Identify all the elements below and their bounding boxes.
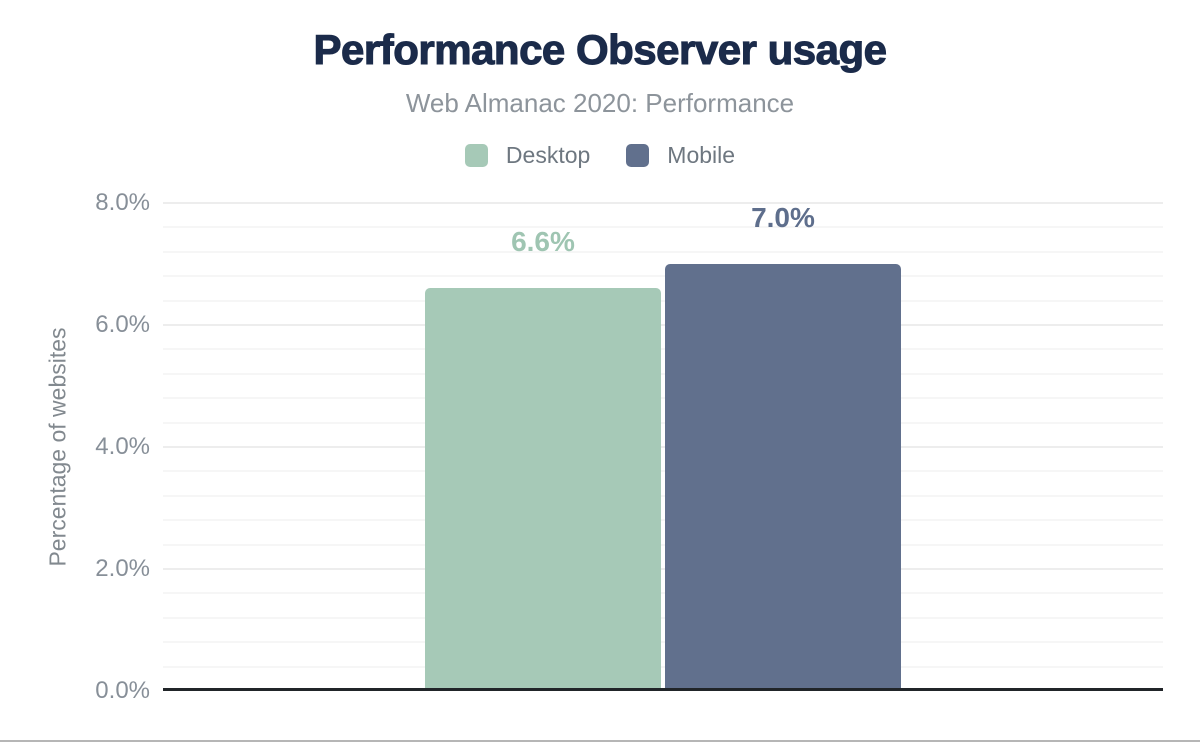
bar-value-label-desktop: 6.6%: [511, 226, 575, 258]
chart-title: Performance Observer usage: [313, 25, 888, 73]
minor-gridline: [163, 372, 1163, 375]
bar-value-label-mobile: 7.0%: [751, 202, 815, 233]
minor-gridline: [163, 421, 1163, 424]
major-gridline: [163, 568, 1163, 570]
minor-gridline: [163, 641, 1163, 644]
legend-item-desktop: Desktop: [464, 142, 591, 169]
bar-rect-desktop: [425, 288, 661, 691]
y-tick-label: 6.0%: [95, 311, 150, 338]
minor-gridline: [163, 665, 1163, 668]
major-gridline: [163, 202, 1163, 204]
minor-gridline: [163, 275, 1163, 278]
desktop-swatch-icon: [464, 144, 488, 167]
chart-subtitle: Web Almanac 2020: Performance: [405, 88, 795, 118]
minor-gridline: [163, 299, 1163, 302]
legend: Desktop Mobile: [0, 142, 1200, 169]
minor-gridline: [163, 470, 1163, 473]
bottom-border: [0, 740, 1200, 742]
minor-gridline: [163, 250, 1163, 253]
y-tick-label: 8.0%: [95, 189, 150, 216]
minor-gridline: [163, 226, 1163, 229]
mobile-swatch-icon: [626, 144, 650, 167]
bar-rect-mobile: [665, 264, 901, 691]
minor-gridline: [163, 397, 1163, 400]
legend-item-mobile: Mobile: [626, 142, 735, 169]
bar-group: 6.6% 7.0%: [163, 202, 1163, 691]
y-axis-tick-labels: 0.0% 2.0% 4.0% 6.0% 8.0%: [0, 189, 150, 704]
y-tick-label: 0.0%: [95, 677, 150, 704]
minor-gridline: [163, 519, 1163, 522]
x-axis-line: [163, 688, 1163, 691]
minor-gridline: [163, 543, 1163, 546]
major-gridline: [163, 446, 1163, 448]
minor-gridline: [163, 348, 1163, 351]
minor-gridline: [163, 616, 1163, 619]
major-gridline: [163, 324, 1163, 326]
y-tick-label: 2.0%: [95, 555, 150, 582]
bar-desktop: 6.6%: [425, 226, 661, 691]
minor-gridline: [163, 592, 1163, 595]
y-tick-label: 4.0%: [95, 433, 150, 460]
plot-area: 6.6% 7.0%: [163, 202, 1163, 691]
bar-mobile: 7.0%: [665, 202, 901, 691]
minor-gridline: [163, 494, 1163, 497]
legend-label-mobile: Mobile: [667, 142, 736, 168]
legend-label-desktop: Desktop: [505, 142, 591, 168]
